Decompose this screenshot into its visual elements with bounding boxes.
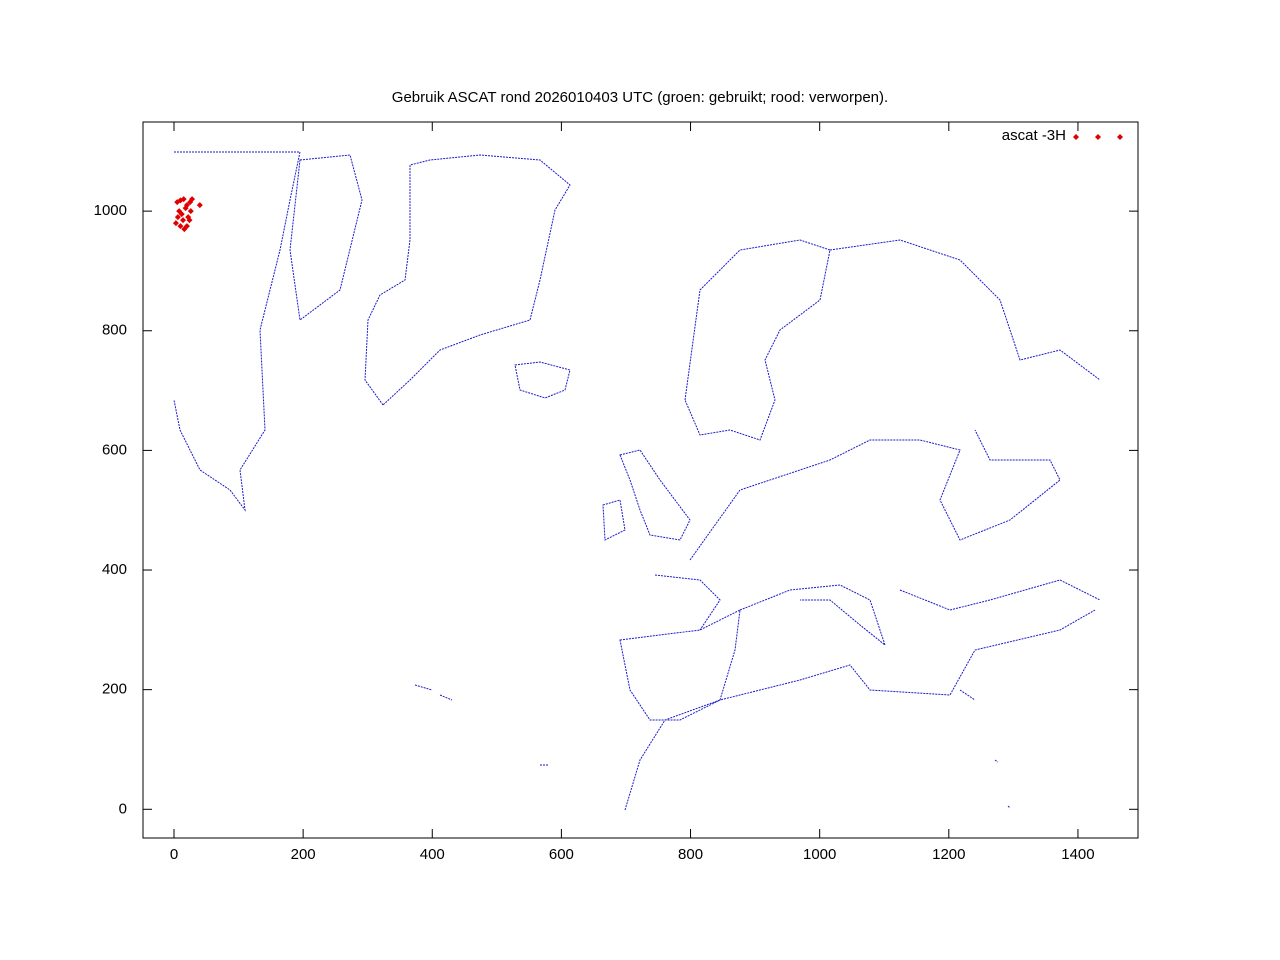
x-tick-label: 200 [291, 846, 316, 863]
point [178, 211, 185, 218]
point [186, 217, 193, 224]
point [180, 217, 187, 224]
y-tick-label: 600 [102, 441, 127, 458]
x-tick-label: 1400 [1061, 846, 1094, 863]
x-tick-label: 1200 [932, 846, 965, 863]
point [181, 226, 188, 233]
point [174, 214, 181, 221]
y-tick-label: 0 [119, 800, 127, 817]
y-tick-label: 1000 [94, 202, 127, 219]
legend-marker [1117, 134, 1123, 140]
point [187, 208, 194, 215]
x-tick-label: 1000 [803, 846, 836, 863]
x-tick-label: 400 [420, 846, 445, 863]
chart-title: Gebruik ASCAT rond 2026010403 UTC (groen… [392, 89, 888, 106]
y-tick-label: 400 [102, 561, 127, 578]
y-tick-label: 800 [102, 322, 127, 339]
point [180, 196, 187, 203]
legend-label: ascat -3H [1002, 127, 1066, 144]
coastline-map [173, 151, 1101, 811]
x-tick-label: 800 [678, 846, 703, 863]
x-tick-label: 0 [170, 846, 178, 863]
y-tick-label: 200 [102, 681, 127, 698]
point [196, 202, 203, 209]
point [189, 196, 196, 203]
legend-marker [1095, 134, 1101, 140]
point [177, 223, 184, 230]
legend-marker [1073, 134, 1079, 140]
point [182, 205, 189, 212]
point [172, 220, 179, 227]
plot-frame [142, 121, 1139, 839]
x-tick-label: 600 [549, 846, 574, 863]
